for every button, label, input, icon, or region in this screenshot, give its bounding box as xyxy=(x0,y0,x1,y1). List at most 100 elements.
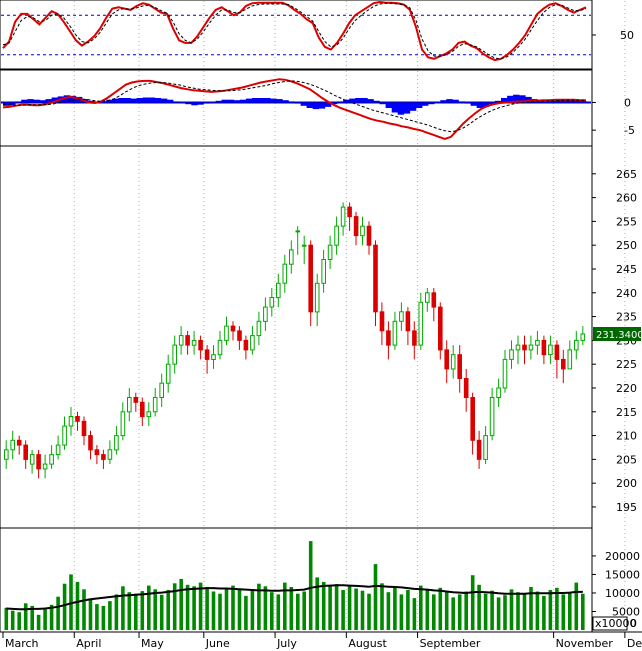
volume-bar xyxy=(192,586,196,630)
volume-bar xyxy=(108,601,112,630)
macd-histogram-bar xyxy=(440,100,447,103)
candle-body xyxy=(107,449,113,460)
candle-body xyxy=(418,301,424,346)
macd-series-line xyxy=(3,80,586,133)
volume-bar xyxy=(399,594,404,630)
candle-body xyxy=(204,349,210,360)
volume-bar xyxy=(218,593,222,630)
volume-bar xyxy=(289,587,294,630)
volume-bar xyxy=(380,583,384,630)
candle-body xyxy=(489,397,495,437)
macd-histogram-bar xyxy=(507,95,514,103)
volume-bar xyxy=(205,587,209,630)
candle-body xyxy=(470,397,475,441)
macd-histogram-bar xyxy=(318,102,326,109)
macd-histogram-bar xyxy=(27,99,34,103)
candle-body xyxy=(29,454,35,465)
candle-body xyxy=(23,444,28,460)
volume-tick-label: 10000 xyxy=(605,587,640,600)
macd-histogram-bar xyxy=(39,100,46,103)
macd-histogram-bar xyxy=(21,99,28,103)
candle-body xyxy=(140,401,145,418)
volume-bar xyxy=(438,587,443,630)
volume-tick-label: 15000 xyxy=(605,568,640,581)
volume-bar xyxy=(30,605,34,630)
volume-tick-label: 20000 xyxy=(605,550,640,563)
candle-body xyxy=(548,344,553,356)
candle-body xyxy=(10,439,15,451)
volume-bar xyxy=(457,594,462,630)
candle-body xyxy=(535,339,540,346)
candle-body xyxy=(250,335,255,351)
volume-bar xyxy=(185,584,190,630)
macd-histogram-bar xyxy=(197,102,204,105)
macd-histogram-bar xyxy=(349,98,356,103)
volume-bar xyxy=(548,590,553,630)
month-label: September xyxy=(420,637,481,650)
macd-histogram-bar xyxy=(525,96,532,103)
macd-histogram-bar xyxy=(264,98,271,103)
macd-histogram-bar xyxy=(270,98,277,103)
candle-body xyxy=(314,282,320,313)
volume-bar xyxy=(347,585,352,630)
macd-histogram-bar xyxy=(160,98,168,103)
macd-histogram-bar xyxy=(561,99,569,103)
candle-body xyxy=(16,439,22,446)
candle-body xyxy=(94,449,100,456)
volume-bar xyxy=(483,593,488,630)
candle-body xyxy=(360,225,365,237)
volume-bar xyxy=(263,586,268,630)
volume-bar xyxy=(134,593,138,630)
macd-tick-label: -5 xyxy=(624,124,635,137)
macd-histogram-bar xyxy=(148,97,156,103)
candle-body xyxy=(554,344,560,360)
macd-histogram-bar xyxy=(245,98,253,103)
candle-body xyxy=(347,206,352,218)
candle-body xyxy=(282,263,288,284)
candle-body xyxy=(574,339,579,351)
candle-body xyxy=(159,382,164,399)
macd-histogram-bar xyxy=(324,102,332,107)
volume-bar xyxy=(470,575,475,630)
volume-bar xyxy=(341,590,345,630)
plot-layer xyxy=(1,0,591,630)
candle-body xyxy=(580,333,586,341)
volume-bar xyxy=(354,588,358,630)
macd-histogram-bar xyxy=(124,98,131,103)
candle-body xyxy=(457,354,462,380)
candle-body xyxy=(224,325,229,341)
volume-bar xyxy=(432,594,436,630)
candle-body xyxy=(120,411,126,437)
volume-bar xyxy=(121,586,125,630)
candle-body xyxy=(243,339,249,351)
macd-histogram-bar xyxy=(343,99,350,103)
price-tick-label: 235 xyxy=(616,311,637,324)
volume-bar xyxy=(211,591,216,630)
candle-body xyxy=(502,358,508,389)
macd-histogram-bar xyxy=(63,95,71,103)
candle-body xyxy=(399,311,404,322)
candle-body xyxy=(405,311,411,332)
candle-body xyxy=(55,444,61,456)
candle-body xyxy=(425,292,430,303)
volume-tick-label: 0 xyxy=(630,617,637,630)
candle-body xyxy=(127,397,132,413)
volume-bar xyxy=(412,598,417,630)
volume-bar xyxy=(237,590,242,630)
macd-histogram-bar xyxy=(519,95,526,103)
last-price-tag xyxy=(593,327,641,341)
macd-histogram-bar xyxy=(446,99,453,103)
price-panel xyxy=(0,145,593,529)
volume-bar xyxy=(224,587,229,630)
volume-bar xyxy=(419,585,423,630)
macd-histogram-bar xyxy=(130,98,137,103)
candle-body xyxy=(386,330,391,346)
macd-histogram-bar xyxy=(409,102,417,111)
macd-histogram-bar xyxy=(191,102,198,106)
candle-body xyxy=(541,339,547,356)
macd-histogram-bar xyxy=(513,94,520,103)
macd-histogram-bar xyxy=(33,99,40,103)
volume-bar xyxy=(425,590,430,630)
candle-body xyxy=(101,454,106,460)
